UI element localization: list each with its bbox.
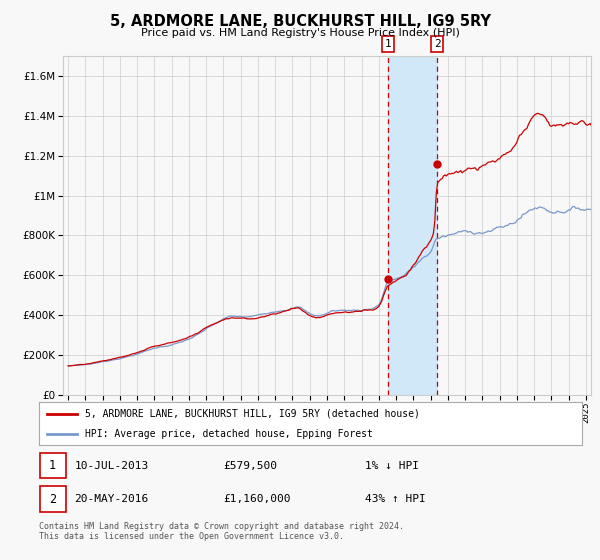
Text: 5, ARDMORE LANE, BUCKHURST HILL, IG9 5RY (detached house): 5, ARDMORE LANE, BUCKHURST HILL, IG9 5RY… [85,409,420,419]
Text: 10-JUL-2013: 10-JUL-2013 [74,460,149,470]
Text: 2: 2 [434,39,440,49]
Text: 43% ↑ HPI: 43% ↑ HPI [365,494,425,504]
Text: 1: 1 [49,459,56,472]
Bar [388,56,437,395]
FancyBboxPatch shape [40,487,65,512]
Text: HPI: Average price, detached house, Epping Forest: HPI: Average price, detached house, Eppi… [85,430,373,439]
Text: 1% ↓ HPI: 1% ↓ HPI [365,460,419,470]
Text: 1: 1 [385,39,391,49]
Text: £1,160,000: £1,160,000 [224,494,291,504]
Text: 20-MAY-2016: 20-MAY-2016 [74,494,149,504]
Text: 2: 2 [49,493,56,506]
Text: Contains HM Land Registry data © Crown copyright and database right 2024.
This d: Contains HM Land Registry data © Crown c… [39,522,404,542]
Text: £579,500: £579,500 [224,460,278,470]
Text: 5, ARDMORE LANE, BUCKHURST HILL, IG9 5RY: 5, ARDMORE LANE, BUCKHURST HILL, IG9 5RY [110,14,491,29]
Text: Price paid vs. HM Land Registry's House Price Index (HPI): Price paid vs. HM Land Registry's House … [140,28,460,38]
FancyBboxPatch shape [40,453,65,478]
